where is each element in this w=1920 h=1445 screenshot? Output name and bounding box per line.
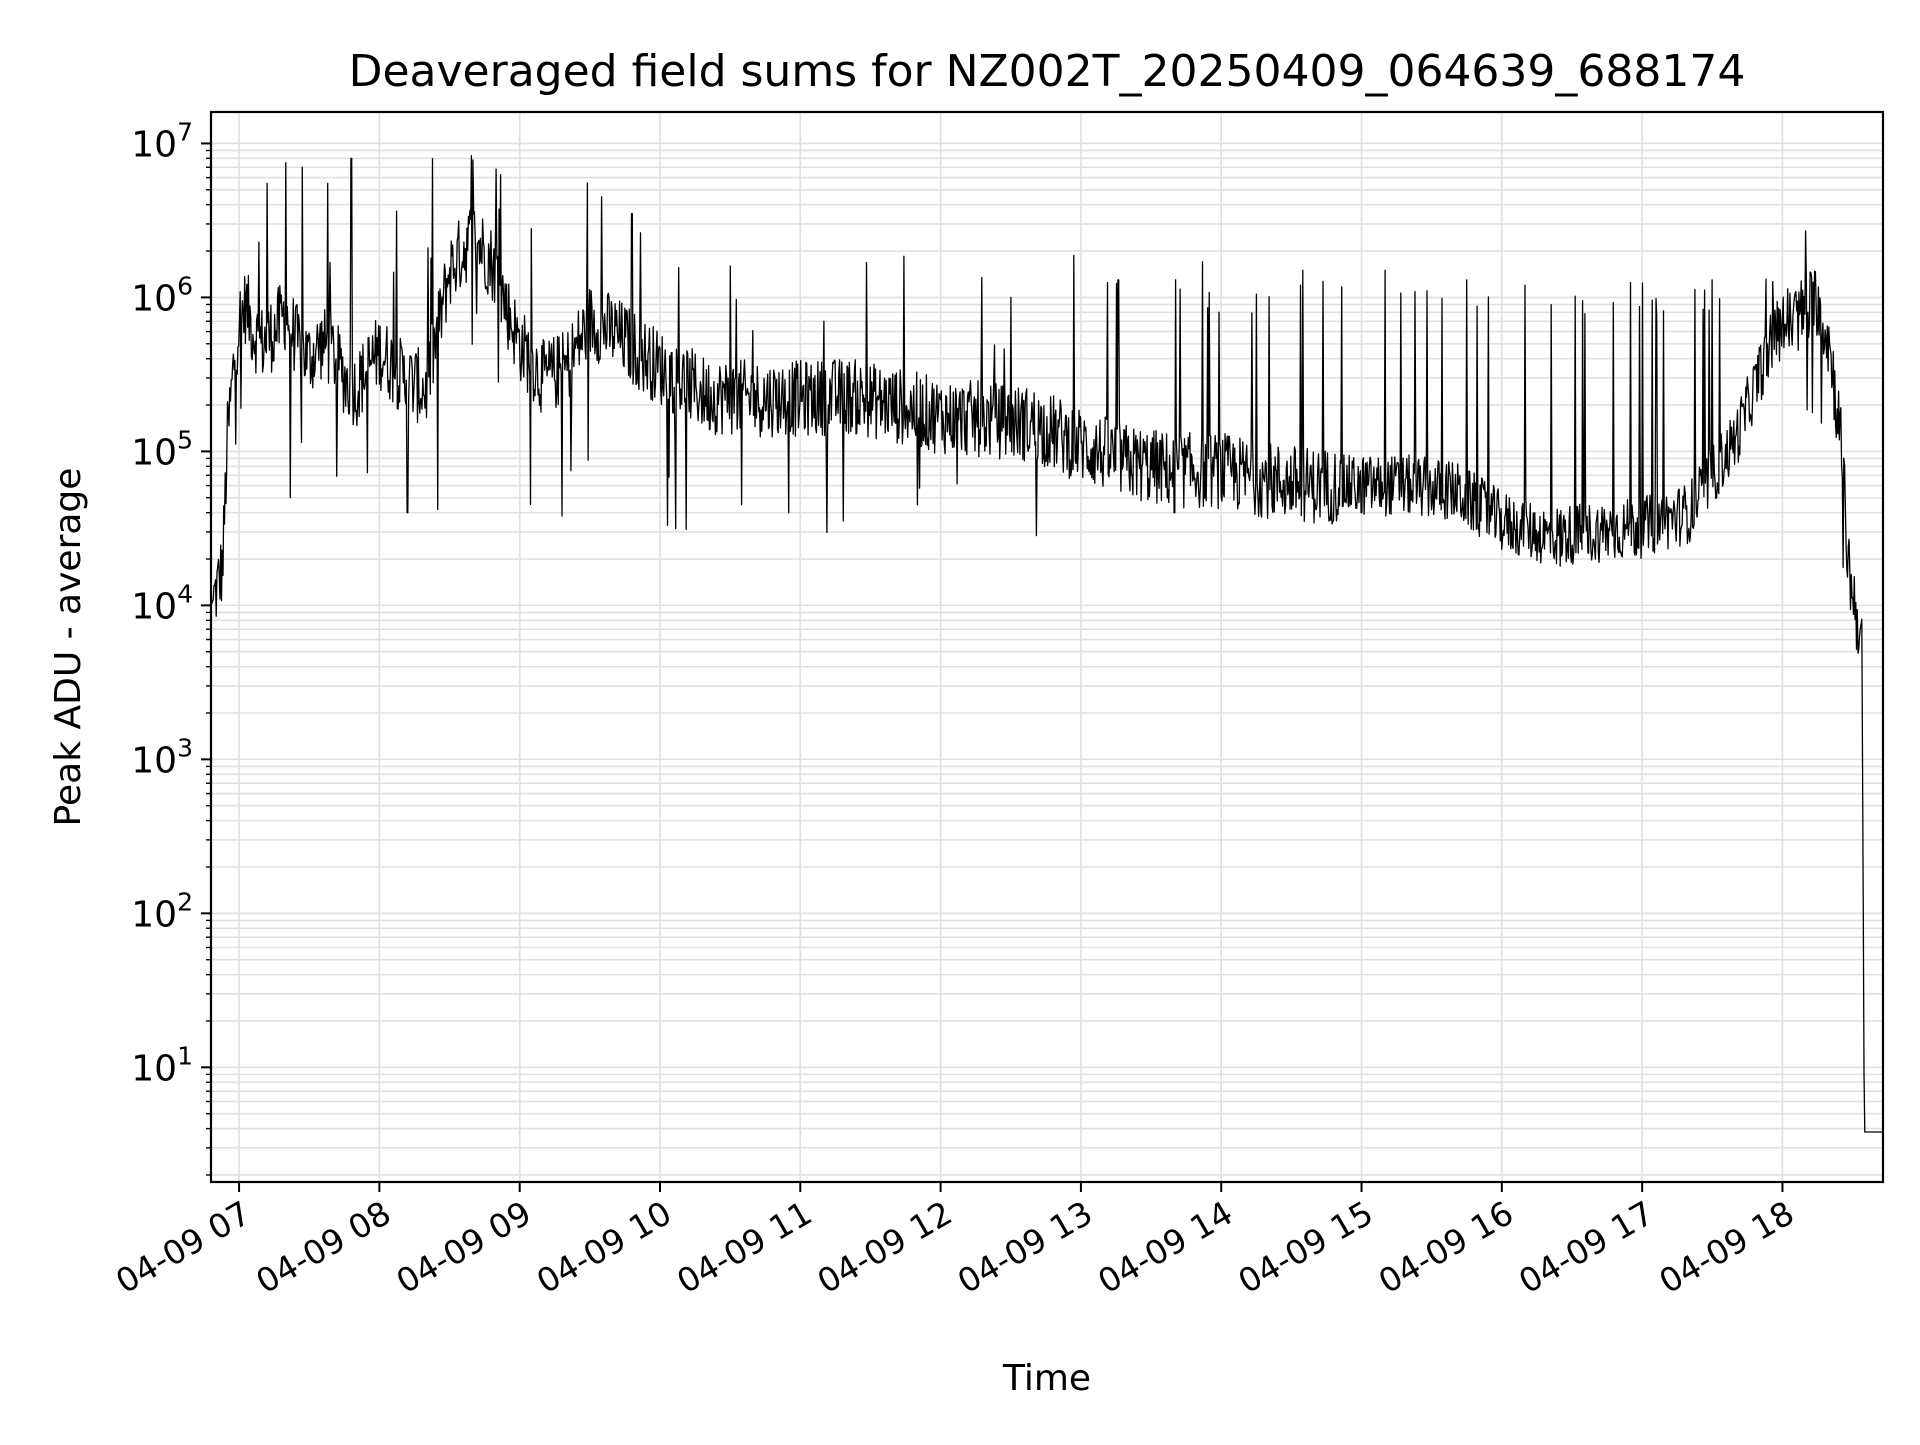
y-tick-label: 104: [131, 579, 193, 627]
y-tick-base: 10: [131, 740, 177, 781]
y-tick-exponent: 6: [177, 271, 193, 300]
y-tick-base: 10: [131, 124, 177, 165]
y-tick-base: 10: [131, 894, 177, 935]
y-axis-label: Peak ADU - average: [48, 468, 89, 827]
y-tick-label: 106: [131, 271, 193, 319]
y-tick-base: 10: [131, 586, 177, 627]
y-tick-base: 10: [131, 278, 177, 319]
y-tick-base: 10: [131, 1048, 177, 1089]
y-tick-label: 103: [131, 733, 193, 781]
y-tick-exponent: 3: [177, 733, 193, 762]
y-tick-label: 102: [131, 887, 193, 935]
data-layer: [210, 155, 1883, 1133]
x-axis-label: Time: [1002, 1358, 1091, 1399]
y-tick-exponent: 7: [177, 117, 193, 146]
y-tick-base: 10: [131, 432, 177, 473]
plot-frame: [209, 110, 1885, 1184]
y-tick-label: 107: [131, 117, 193, 165]
y-tick-label: 101: [131, 1041, 193, 1089]
series-line: [210, 155, 1883, 1133]
y-tick-exponent: 2: [177, 887, 193, 916]
y-tick-exponent: 1: [177, 1041, 193, 1070]
grid-layer: [211, 112, 1883, 1182]
y-tick-exponent: 4: [177, 579, 193, 608]
y-tick-exponent: 5: [177, 425, 193, 454]
y-tick-label: 105: [131, 425, 193, 473]
chart-title: Deaveraged field sums for NZ002T_2025040…: [349, 46, 1746, 97]
